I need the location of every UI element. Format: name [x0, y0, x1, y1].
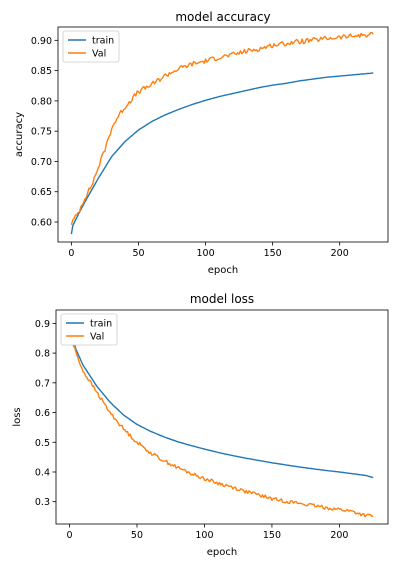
x-tick-label: 200 — [331, 248, 349, 259]
y-tick-label: 0.6 — [35, 408, 50, 419]
chart-title: model loss — [190, 292, 254, 306]
y-tick-label: 0.90 — [31, 36, 52, 47]
y-axis-label: accuracy — [14, 112, 25, 157]
legend-label: train — [92, 36, 114, 47]
y-tick-label: 0.4 — [35, 467, 50, 478]
y-tick-label: 0.5 — [35, 438, 50, 449]
legend: train Val — [60, 313, 118, 346]
y-axis-label: loss — [12, 407, 23, 426]
y-tick-label: 0.75 — [31, 127, 52, 138]
x-tick-label: 50 — [132, 248, 144, 259]
y-tick-label: 0.60 — [31, 218, 52, 229]
legend-box — [60, 313, 118, 346]
legend-label: Val — [92, 49, 106, 60]
legend-box — [62, 30, 120, 63]
legend-label: train — [90, 319, 112, 330]
axes-frame — [55, 309, 389, 525]
x-tick-label: 50 — [131, 530, 143, 541]
x-tick-label: 100 — [196, 248, 214, 259]
x-tick-label: 100 — [195, 530, 213, 541]
x-tick-label: 150 — [264, 248, 282, 259]
axes-frame — [57, 26, 389, 243]
y-tick-label: 0.85 — [31, 66, 52, 77]
series-line-val — [68, 335, 374, 518]
series-line-val — [70, 31, 374, 225]
y-tick-label: 0.65 — [31, 187, 52, 198]
x-tick-label: 0 — [68, 248, 74, 259]
legend: train Val — [62, 30, 120, 63]
chart-panel-1: model loss 0 50 100 150 200 0.3 0.4 0.5 0.6 0.7 0.8… — [12, 292, 389, 558]
y-tick-label: 0.70 — [31, 157, 52, 168]
y-tick-label: 0.7 — [35, 378, 50, 389]
series-line-train — [70, 72, 374, 235]
y-tick-label: 0.3 — [35, 497, 50, 508]
x-axis-label: epoch — [207, 547, 237, 558]
y-tick-label: 0.9 — [35, 319, 50, 330]
x-tick-label: 200 — [330, 530, 348, 541]
series-line-train — [68, 329, 374, 479]
x-axis-label: epoch — [208, 265, 238, 276]
chart-title: model accuracy — [175, 10, 270, 24]
y-tick-label: 0.8 — [35, 349, 50, 360]
legend-label: Val — [90, 332, 104, 343]
chart-panel-0: model accuracy 0 50 100 150 200 0.60 0.65 0.70 0.… — [14, 10, 389, 276]
x-tick-label: 150 — [263, 530, 281, 541]
y-tick-label: 0.80 — [31, 96, 52, 107]
x-tick-label: 0 — [66, 530, 72, 541]
